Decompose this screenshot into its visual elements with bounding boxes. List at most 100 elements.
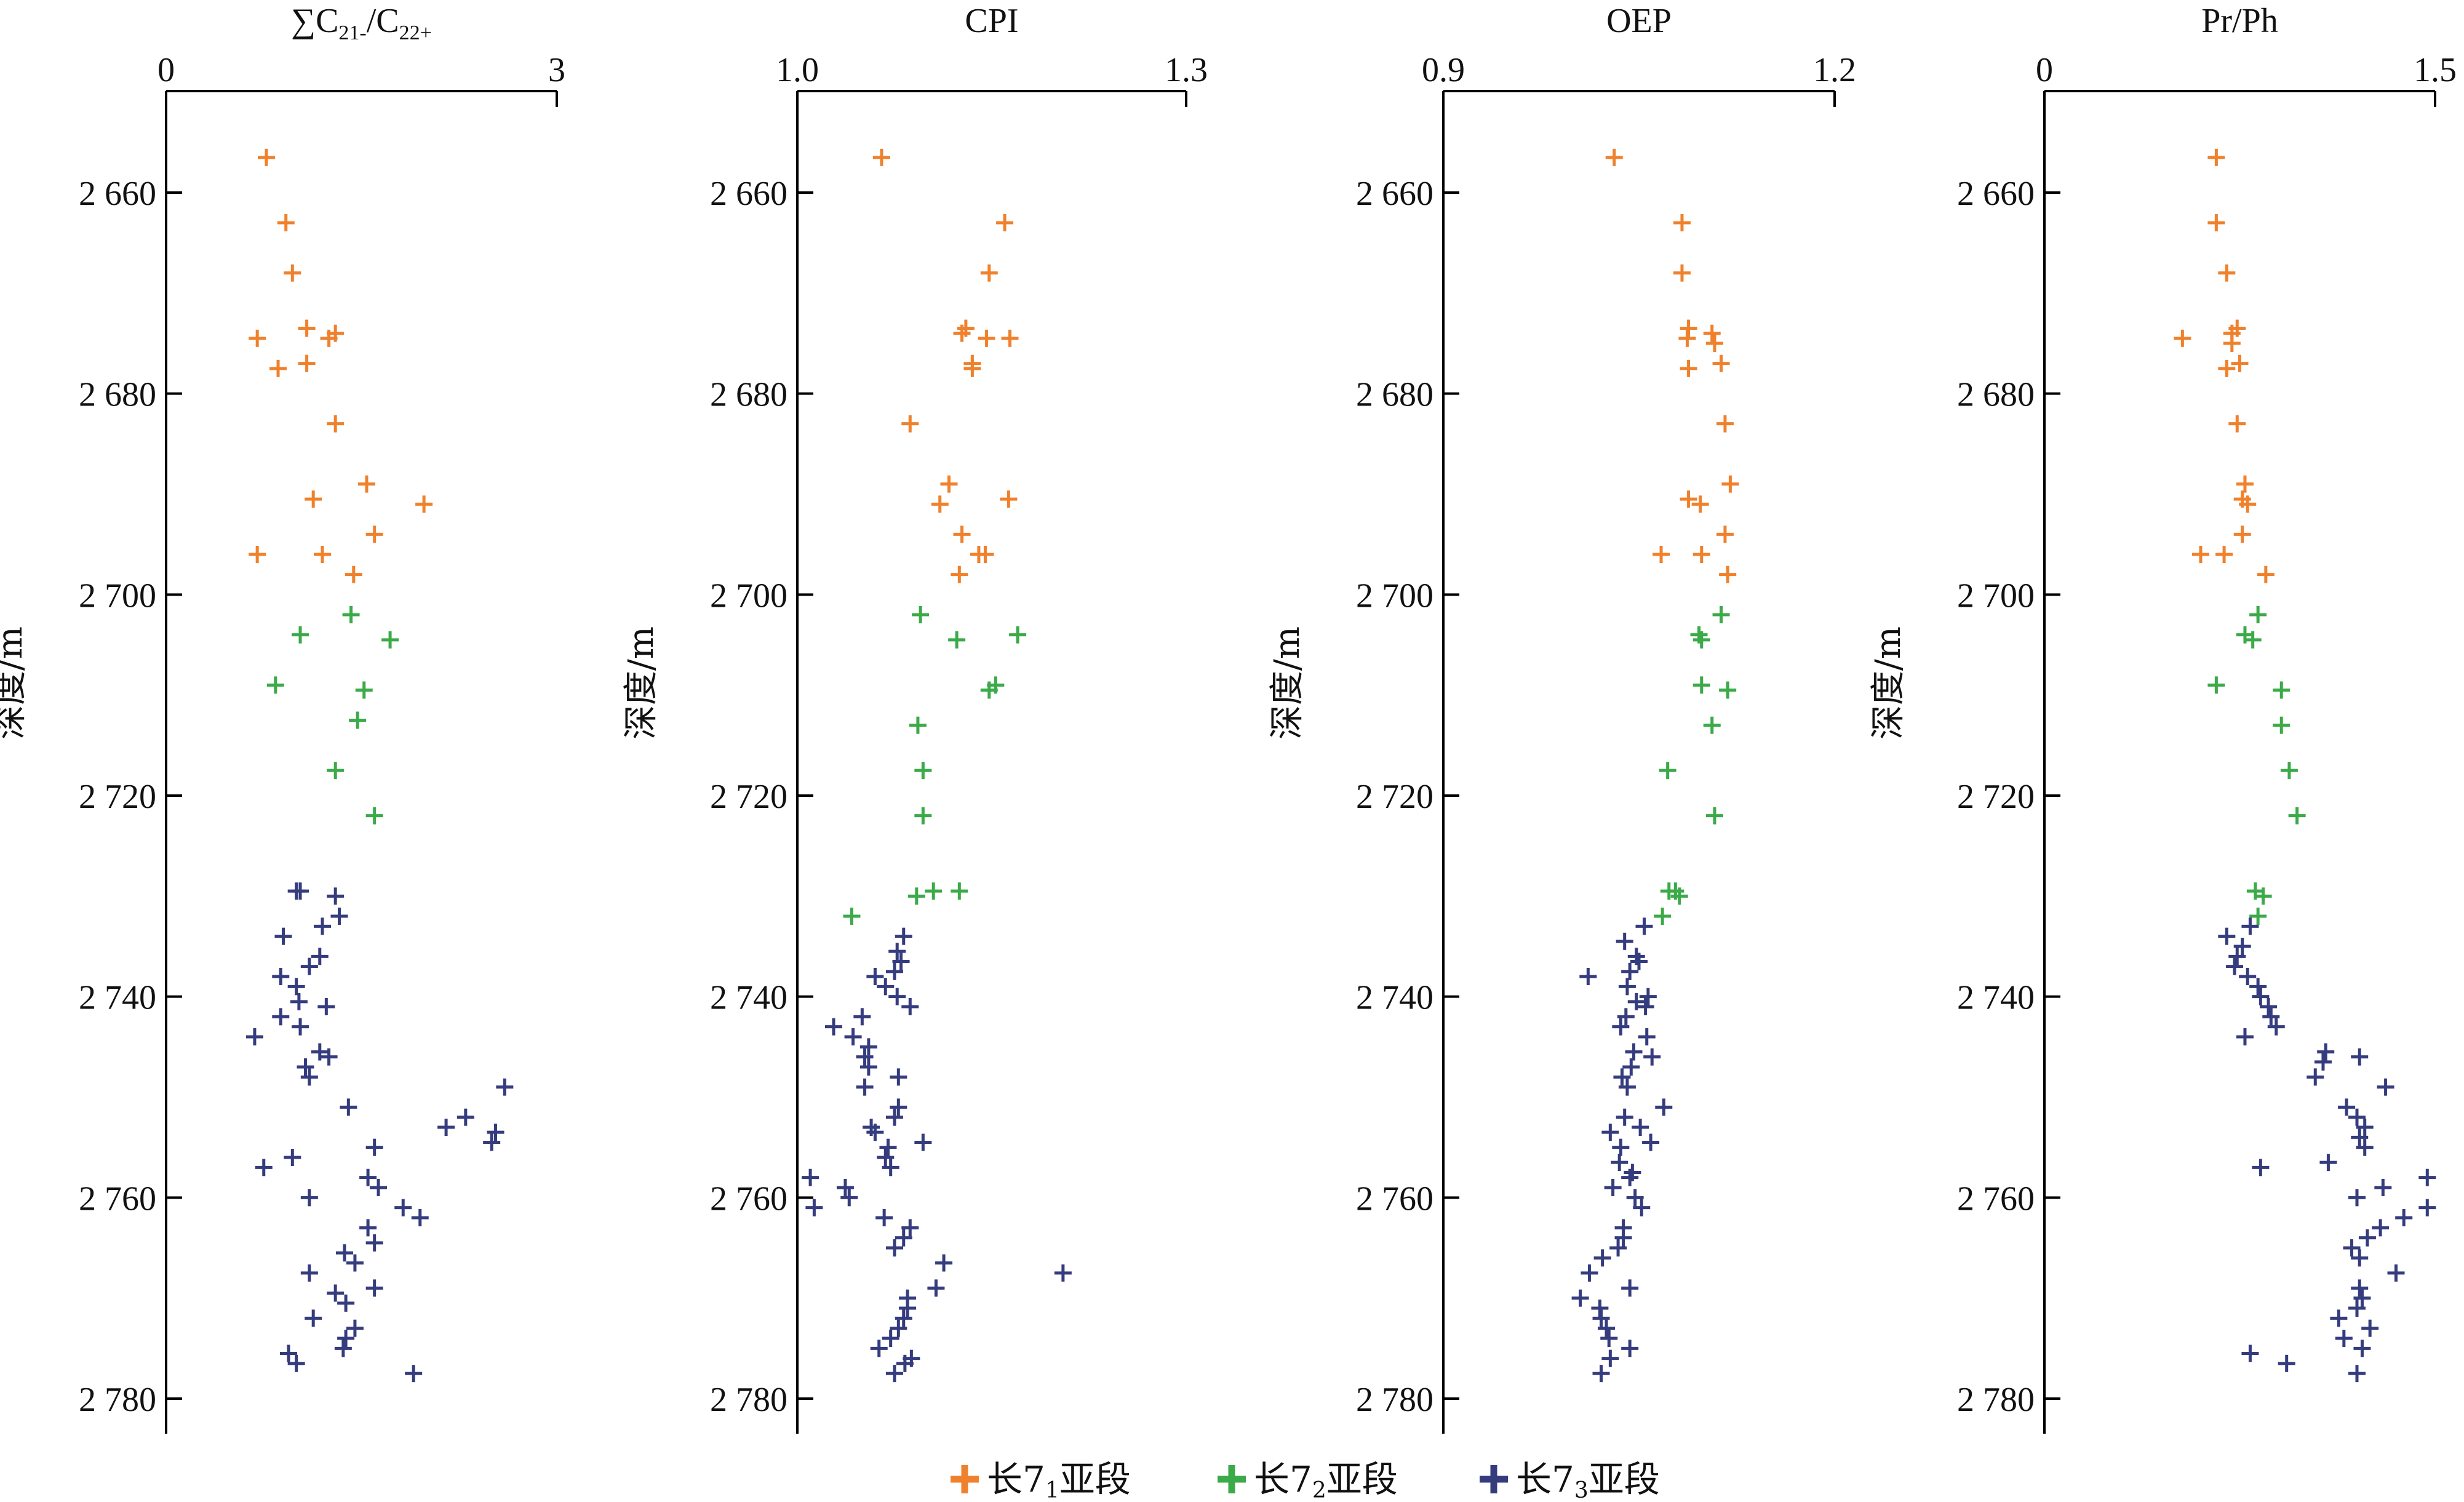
data-point — [2249, 978, 2267, 996]
y-tick-label: 2 780 — [79, 1381, 156, 1419]
data-point — [2241, 917, 2259, 935]
data-point — [951, 565, 968, 583]
data-point — [2273, 716, 2291, 734]
data-point — [2236, 1028, 2254, 1045]
data-point — [2218, 927, 2236, 945]
data-point — [957, 319, 975, 337]
data-point — [870, 1340, 888, 1357]
data-point — [2278, 1354, 2295, 1372]
data-point — [345, 565, 362, 583]
data-point — [359, 1219, 377, 1237]
data-point — [1600, 1330, 1618, 1347]
data-point — [2249, 908, 2267, 925]
data-point — [327, 887, 345, 905]
data-point — [2207, 148, 2225, 166]
data-point — [257, 148, 275, 166]
series-1 — [872, 148, 1019, 583]
series-2 — [1654, 606, 1737, 925]
data-point — [2418, 1199, 2436, 1216]
data-point — [1638, 1028, 1656, 1045]
data-point — [2348, 1189, 2366, 1207]
data-point — [844, 1028, 862, 1045]
data-point — [2260, 998, 2278, 1015]
data-point — [1581, 1264, 1598, 1282]
data-point — [314, 917, 331, 935]
data-point — [300, 957, 318, 975]
data-point — [1693, 546, 1710, 563]
data-point — [1705, 335, 1723, 352]
data-point — [882, 1159, 899, 1176]
data-point — [2241, 1344, 2259, 1362]
y-tick-label: 2 720 — [710, 778, 787, 816]
data-point — [859, 1038, 877, 1056]
data-point — [875, 1209, 893, 1226]
y-tick-label: 2 720 — [1356, 778, 1433, 816]
chart-title: ∑C21-/C22+ — [291, 2, 432, 44]
data-point — [284, 264, 301, 282]
series-2 — [843, 606, 1027, 925]
x-tick-label: 0 — [2036, 51, 2053, 89]
data-point — [2273, 681, 2291, 699]
series-1 — [1605, 148, 1739, 583]
y-tick-label: 2 700 — [1957, 577, 2035, 615]
data-point — [330, 908, 348, 925]
data-point — [298, 354, 316, 372]
data-point — [2374, 1179, 2392, 1196]
data-point — [1605, 148, 1623, 166]
data-point — [496, 1078, 514, 1096]
data-point — [365, 1138, 383, 1156]
data-point — [346, 1319, 364, 1337]
data-point — [1621, 1340, 1639, 1357]
data-point — [1703, 324, 1721, 342]
data-point — [1691, 495, 1709, 513]
data-point — [912, 606, 930, 623]
data-point — [1612, 1018, 1630, 1036]
legend-label: 长73亚段 — [1516, 1458, 1660, 1502]
data-point — [1716, 415, 1734, 433]
data-point — [2233, 525, 2251, 543]
data-point — [1712, 606, 1730, 623]
data-point — [290, 993, 308, 1010]
y-tick-label: 2 660 — [79, 175, 156, 213]
data-point — [1617, 1008, 1635, 1026]
data-point — [882, 1330, 899, 1347]
data-point — [836, 1179, 854, 1196]
data-point — [1654, 908, 1672, 925]
data-point — [1621, 962, 1639, 980]
data-point — [305, 490, 322, 508]
legend-item-1: 长71亚段 — [951, 1458, 1131, 1502]
y-tick-label: 2 720 — [1957, 778, 2035, 816]
data-point — [2319, 1154, 2337, 1172]
data-point — [866, 968, 884, 985]
data-point — [2387, 1264, 2405, 1282]
panel-3: 0.9 1.2 OEP 2 660 2 680 2 700 2 720 2 740 2 760 2… — [1267, 2, 1856, 1434]
data-point — [1601, 1124, 1619, 1141]
data-point — [245, 1028, 263, 1045]
data-point — [2254, 887, 2272, 905]
y-tick-label: 2 680 — [1356, 376, 1433, 414]
data-point — [996, 214, 1014, 231]
data-point — [2348, 1300, 2366, 1317]
data-point — [1693, 676, 1710, 694]
series-3 — [2218, 917, 2436, 1383]
data-point — [305, 1309, 322, 1327]
data-point — [1609, 1239, 1627, 1256]
data-point — [2353, 1289, 2371, 1307]
data-point — [2174, 329, 2191, 347]
data-point — [1625, 1043, 1643, 1061]
data-point — [2348, 1365, 2366, 1383]
data-point — [457, 1108, 474, 1126]
data-point — [901, 415, 919, 433]
x-tick-label: 1.3 — [1165, 51, 1208, 89]
data-point — [980, 681, 998, 699]
data-point — [895, 1229, 912, 1247]
data-point — [287, 978, 305, 996]
data-point — [843, 908, 861, 925]
data-point — [394, 1199, 412, 1216]
data-point — [1670, 887, 1688, 905]
data-point — [1719, 681, 1737, 699]
y-tick-label: 2 700 — [1356, 577, 1433, 615]
data-point — [1643, 1048, 1661, 1066]
data-point — [2351, 1048, 2369, 1066]
data-point — [2207, 676, 2225, 694]
